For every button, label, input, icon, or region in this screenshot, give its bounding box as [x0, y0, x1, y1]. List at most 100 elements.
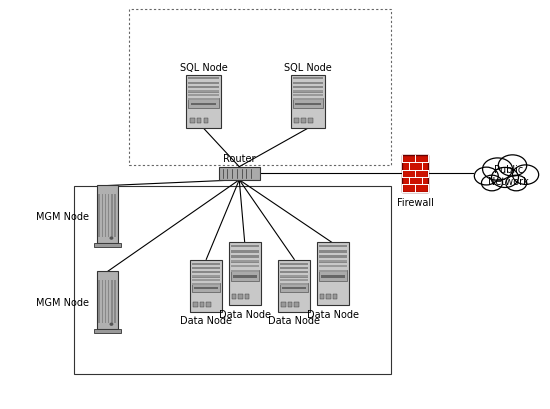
- Bar: [194, 288, 218, 290]
- Bar: [280, 276, 309, 278]
- Bar: [317, 242, 349, 306]
- Bar: [230, 256, 259, 258]
- Bar: [333, 294, 337, 299]
- Text: MGM Node: MGM Node: [36, 212, 89, 222]
- Bar: [280, 263, 309, 265]
- Circle shape: [110, 324, 113, 325]
- Bar: [294, 119, 299, 124]
- Bar: [293, 82, 323, 85]
- Bar: [293, 99, 323, 109]
- Bar: [280, 267, 309, 270]
- Bar: [192, 279, 221, 281]
- Bar: [293, 95, 323, 97]
- Circle shape: [498, 155, 527, 177]
- Bar: [293, 91, 323, 94]
- Bar: [301, 119, 306, 124]
- Circle shape: [481, 176, 502, 191]
- Bar: [402, 155, 428, 192]
- Circle shape: [513, 166, 538, 185]
- Bar: [293, 90, 323, 93]
- Bar: [278, 261, 310, 312]
- Bar: [282, 288, 306, 290]
- Bar: [97, 272, 118, 329]
- Bar: [111, 280, 113, 323]
- Bar: [318, 270, 347, 273]
- Bar: [97, 186, 118, 243]
- Bar: [291, 76, 325, 129]
- Bar: [230, 250, 259, 253]
- Text: MGM Node: MGM Node: [36, 298, 89, 308]
- Circle shape: [506, 176, 527, 191]
- Text: Data Node: Data Node: [307, 309, 359, 319]
- Bar: [204, 119, 208, 124]
- Bar: [94, 329, 121, 333]
- Bar: [192, 272, 221, 274]
- Bar: [219, 167, 260, 180]
- Bar: [189, 82, 218, 85]
- Text: SQL Node: SQL Node: [180, 63, 227, 72]
- Bar: [192, 267, 221, 270]
- Bar: [318, 256, 347, 258]
- Bar: [74, 186, 390, 374]
- Bar: [280, 279, 309, 281]
- Bar: [326, 294, 331, 299]
- Bar: [245, 294, 249, 299]
- Bar: [293, 87, 323, 89]
- Bar: [192, 283, 221, 292]
- Bar: [280, 283, 309, 292]
- Bar: [189, 87, 218, 89]
- Bar: [189, 99, 218, 109]
- Bar: [190, 119, 195, 124]
- Bar: [230, 265, 259, 267]
- Bar: [318, 261, 347, 264]
- Bar: [94, 243, 121, 247]
- Bar: [308, 119, 313, 124]
- Circle shape: [474, 168, 498, 186]
- Bar: [295, 103, 321, 106]
- Bar: [318, 265, 347, 267]
- Bar: [230, 245, 259, 248]
- Bar: [189, 91, 218, 94]
- Bar: [318, 260, 347, 263]
- Text: Data Node: Data Node: [180, 315, 232, 325]
- Bar: [190, 103, 217, 106]
- Bar: [233, 275, 257, 278]
- Bar: [102, 194, 103, 237]
- Bar: [186, 76, 221, 129]
- Bar: [105, 280, 106, 323]
- Bar: [197, 119, 201, 124]
- Bar: [192, 283, 221, 285]
- Bar: [280, 275, 309, 277]
- Bar: [189, 78, 218, 80]
- Bar: [288, 302, 293, 307]
- Bar: [98, 194, 100, 237]
- Bar: [230, 270, 259, 273]
- Bar: [320, 294, 324, 299]
- Bar: [230, 260, 259, 263]
- Text: Firewall: Firewall: [397, 197, 434, 207]
- Bar: [98, 280, 100, 323]
- Bar: [318, 250, 347, 253]
- Circle shape: [482, 159, 513, 181]
- Bar: [294, 302, 299, 307]
- Bar: [108, 280, 109, 323]
- Bar: [111, 194, 113, 237]
- Circle shape: [492, 168, 519, 188]
- Text: Data Node: Data Node: [219, 309, 271, 319]
- Circle shape: [110, 238, 113, 239]
- Bar: [105, 194, 106, 237]
- Bar: [114, 280, 115, 323]
- Bar: [280, 283, 309, 285]
- Text: Data Node: Data Node: [268, 315, 320, 325]
- Bar: [190, 261, 222, 312]
- Bar: [189, 95, 218, 97]
- Bar: [189, 90, 218, 93]
- Bar: [192, 263, 221, 265]
- Bar: [280, 272, 309, 274]
- Bar: [318, 270, 347, 282]
- Bar: [232, 294, 236, 299]
- Bar: [194, 302, 198, 307]
- Bar: [192, 276, 221, 278]
- Text: Public
Network: Public Network: [488, 165, 529, 187]
- Bar: [321, 275, 345, 278]
